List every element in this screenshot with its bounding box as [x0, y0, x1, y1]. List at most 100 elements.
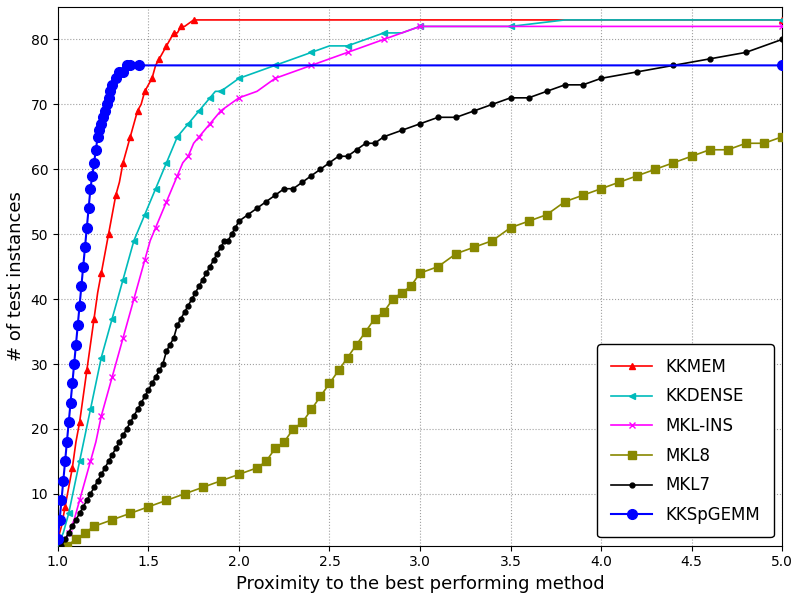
MKL7	[57, 542, 66, 550]
KKSpGEMM	[84, 205, 94, 212]
MKL-INS	[58, 542, 68, 550]
KKDENSE	[306, 49, 316, 56]
MKL-INS	[415, 23, 425, 30]
KKMEM	[86, 341, 95, 348]
KKSpGEMM	[66, 400, 75, 407]
KKSpGEMM	[122, 62, 131, 69]
MKL7	[202, 269, 211, 277]
KKDENSE	[252, 68, 262, 76]
KKMEM	[93, 289, 102, 296]
KKMEM	[71, 439, 81, 446]
MKL-INS	[216, 107, 226, 115]
MKL-INS	[64, 529, 74, 536]
KKSpGEMM	[74, 302, 84, 309]
KKDENSE	[200, 101, 210, 108]
KKMEM	[74, 419, 84, 426]
KKMEM	[60, 503, 70, 511]
KKMEM	[180, 23, 190, 30]
KKDENSE	[86, 406, 95, 413]
MKL-INS	[91, 439, 101, 446]
MKL-INS	[189, 140, 198, 147]
KKSpGEMM	[107, 81, 117, 88]
KKMEM	[162, 42, 171, 49]
KKMEM	[107, 211, 117, 218]
KKSpGEMM	[106, 88, 115, 95]
KKMEM	[64, 484, 74, 491]
KKMEM	[122, 146, 131, 154]
MKL-INS	[129, 295, 138, 302]
KKDENSE	[173, 133, 182, 140]
KKDENSE	[53, 542, 62, 550]
KKSpGEMM	[94, 127, 104, 134]
KKSpGEMM	[118, 68, 128, 76]
KKSpGEMM	[114, 68, 124, 76]
X-axis label: Proximity to the best performing method: Proximity to the best performing method	[236, 575, 604, 593]
MKL-INS	[234, 94, 244, 101]
KKDENSE	[124, 257, 134, 264]
KKMEM	[57, 523, 66, 530]
KKSpGEMM	[73, 322, 82, 329]
KKDENSE	[134, 224, 144, 231]
MKL8	[298, 419, 307, 426]
KKDENSE	[415, 23, 425, 30]
MKL8	[415, 269, 425, 277]
MKL-INS	[134, 276, 144, 283]
KKMEM	[189, 16, 198, 23]
KKDENSE	[361, 36, 370, 43]
Y-axis label: # of test instances: # of test instances	[7, 191, 25, 361]
MKL-INS	[107, 373, 117, 380]
MKL-INS	[194, 133, 204, 140]
KKDENSE	[151, 185, 161, 193]
MKL-INS	[200, 127, 210, 134]
KKSpGEMM	[90, 159, 99, 166]
KKMEM	[169, 29, 178, 37]
KKSpGEMM	[86, 185, 95, 193]
MKL-INS	[210, 114, 220, 121]
KKMEM	[129, 120, 138, 127]
KKSpGEMM	[134, 62, 144, 69]
KKSpGEMM	[77, 283, 86, 290]
MKL8	[53, 548, 62, 556]
MKL-INS	[183, 152, 193, 160]
KKDENSE	[167, 146, 177, 154]
KKMEM	[207, 16, 217, 23]
KKSpGEMM	[87, 172, 97, 179]
MKL8	[352, 341, 362, 348]
Line: KKDENSE: KKDENSE	[54, 16, 786, 549]
KKDENSE	[289, 55, 298, 62]
MKL-INS	[252, 88, 262, 95]
MKL-INS	[86, 458, 95, 465]
MKL-INS	[124, 315, 134, 322]
KKMEM	[126, 133, 135, 140]
MKL-INS	[397, 29, 406, 37]
Line: MKL8: MKL8	[54, 133, 786, 556]
KKDENSE	[210, 88, 220, 95]
KKMEM	[166, 36, 175, 43]
KKMEM	[143, 81, 153, 88]
Line: KKSpGEMM: KKSpGEMM	[53, 61, 787, 544]
KKDENSE	[560, 16, 570, 23]
KKDENSE	[778, 16, 787, 23]
MKL-INS	[424, 23, 434, 30]
Legend: KKMEM, KKDENSE, MKL-INS, MKL8, MKL7, KKSpGEMM: KKMEM, KKDENSE, MKL-INS, MKL8, MKL7, KKS…	[598, 344, 774, 538]
MKL-INS	[140, 257, 150, 264]
Line: MKL7: MKL7	[55, 37, 785, 555]
KKDENSE	[183, 120, 193, 127]
MKL7	[352, 146, 362, 154]
KKDENSE	[70, 484, 79, 491]
MKL7	[778, 36, 787, 43]
KKMEM	[173, 29, 182, 37]
KKSpGEMM	[778, 62, 787, 69]
KKSpGEMM	[53, 536, 62, 543]
KKSpGEMM	[82, 224, 92, 231]
KKSpGEMM	[60, 458, 70, 465]
KKMEM	[140, 88, 150, 95]
MKL-INS	[379, 36, 389, 43]
MKL-INS	[53, 548, 62, 556]
MKL-INS	[162, 198, 171, 205]
KKDENSE	[156, 172, 166, 179]
MKL-INS	[151, 224, 161, 231]
KKDENSE	[451, 23, 461, 30]
MKL-INS	[167, 185, 177, 193]
KKSpGEMM	[57, 497, 66, 504]
